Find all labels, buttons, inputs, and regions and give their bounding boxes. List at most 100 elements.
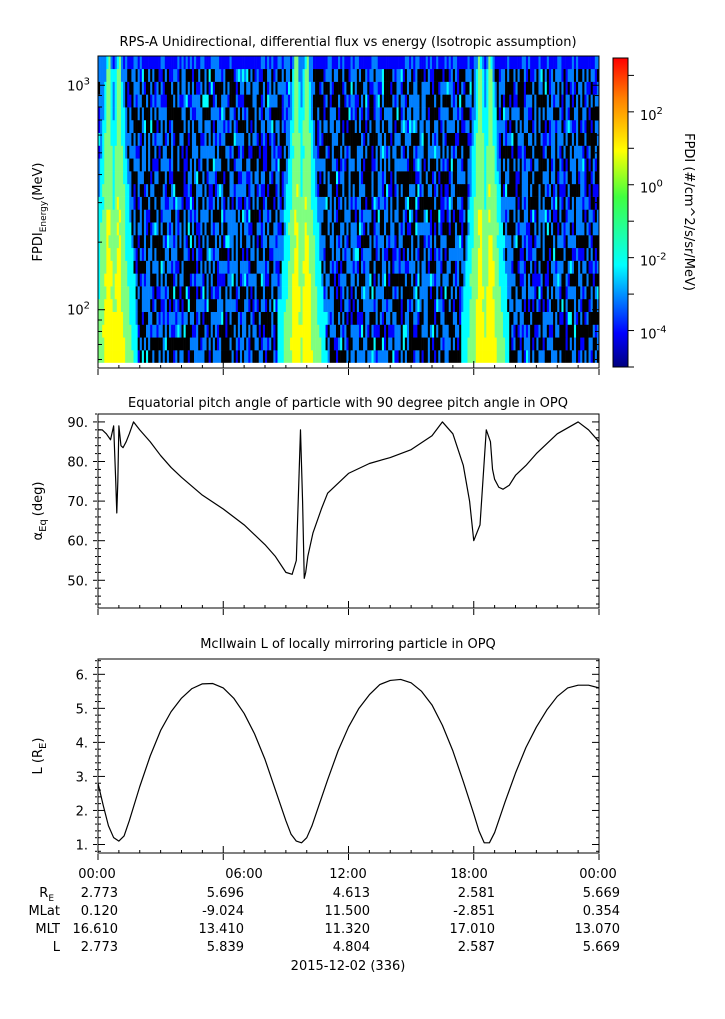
heatmap-cell bbox=[592, 286, 596, 300]
heatmap-cell bbox=[338, 234, 341, 249]
heatmap-cell bbox=[125, 145, 128, 159]
heatmap-cell bbox=[306, 107, 310, 121]
heatmap-cell bbox=[492, 94, 495, 108]
heatmap-cell bbox=[440, 196, 443, 210]
heatmap-cell bbox=[488, 247, 491, 261]
heatmap-cell bbox=[550, 298, 554, 312]
heatmap-cell bbox=[106, 350, 109, 364]
heatmap-cell bbox=[486, 94, 489, 108]
heatmap-cell bbox=[204, 119, 207, 133]
heatmap-cell bbox=[308, 107, 312, 121]
heatmap-cell bbox=[505, 222, 508, 236]
heatmap-cell bbox=[135, 273, 138, 287]
heatmap-cell bbox=[588, 132, 591, 146]
heatmap-cell bbox=[425, 350, 429, 364]
heatmap-cell bbox=[129, 286, 132, 300]
heatmap-cell bbox=[567, 145, 571, 159]
heatmap-cell bbox=[369, 234, 372, 249]
heatmap-cell bbox=[179, 260, 182, 274]
heatmap-cell bbox=[185, 222, 189, 236]
heatmap-cell bbox=[586, 324, 589, 338]
heatmap-cell bbox=[463, 350, 466, 364]
heatmap-cell bbox=[519, 158, 523, 172]
heatmap-cell bbox=[373, 132, 376, 146]
heatmap-cell bbox=[467, 171, 470, 185]
heatmap-cell bbox=[402, 132, 406, 146]
heatmap-cell bbox=[181, 234, 184, 249]
heatmap-cell bbox=[348, 158, 351, 172]
heatmap-cell bbox=[494, 298, 498, 312]
heatmap-cell bbox=[473, 260, 477, 274]
heatmap-cell bbox=[388, 222, 391, 236]
heatmap-cell bbox=[137, 145, 141, 159]
heatmap-cell bbox=[454, 273, 458, 287]
heatmap-cell bbox=[490, 286, 493, 300]
heatmap-cell bbox=[557, 337, 560, 351]
heatmap-cell bbox=[465, 337, 468, 351]
heatmap-cell bbox=[525, 145, 529, 159]
heatmap-cell bbox=[168, 311, 172, 325]
heatmap-cell bbox=[158, 247, 161, 261]
heatmap-cell bbox=[248, 350, 251, 364]
heatmap-cell bbox=[582, 234, 585, 249]
heatmap-cell bbox=[237, 273, 241, 287]
heatmap-cell bbox=[273, 311, 276, 325]
heatmap-cell bbox=[392, 337, 395, 351]
heatmap-cell bbox=[208, 298, 212, 312]
heatmap-cell bbox=[214, 260, 218, 274]
heatmap-cell bbox=[507, 196, 510, 210]
heatmap-cell bbox=[573, 209, 577, 223]
heatmap-cell bbox=[392, 298, 395, 312]
heatmap-cell bbox=[459, 324, 462, 338]
heatmap-cell bbox=[573, 311, 577, 325]
heatmap-cell bbox=[231, 234, 234, 249]
heatmap-cell bbox=[488, 107, 491, 121]
heatmap-cell bbox=[532, 298, 535, 312]
heatmap-cell bbox=[256, 119, 260, 133]
heatmap-cell bbox=[154, 286, 157, 300]
heatmap-cell bbox=[262, 209, 266, 223]
heatmap-cell bbox=[411, 145, 414, 159]
heatmap-cell bbox=[379, 247, 383, 261]
heatmap-cell bbox=[354, 273, 358, 287]
heatmap-cell bbox=[396, 260, 399, 274]
heatmap-cell bbox=[450, 298, 454, 312]
heatmap-cell bbox=[175, 324, 178, 338]
heatmap-cell bbox=[356, 324, 360, 338]
heatmap-cell bbox=[271, 183, 274, 197]
heatmap-cell bbox=[442, 132, 445, 146]
heatmap-cell bbox=[555, 273, 558, 287]
heatmap-cell bbox=[538, 209, 541, 223]
heatmap-cell bbox=[576, 311, 579, 325]
heatmap-cell bbox=[204, 311, 207, 325]
heatmap-cell bbox=[367, 298, 370, 312]
heatmap-cell bbox=[212, 94, 216, 108]
heatmap-cell bbox=[223, 222, 226, 236]
heatmap-cell bbox=[546, 286, 550, 300]
heatmap-cell bbox=[388, 209, 391, 223]
heatmap-cell bbox=[189, 311, 193, 325]
heatmap-cell bbox=[530, 337, 533, 351]
heatmap-cell bbox=[252, 337, 255, 351]
heatmap-cell bbox=[256, 132, 260, 146]
heatmap-cell bbox=[446, 286, 449, 300]
heatmap-cell bbox=[484, 209, 487, 223]
heatmap-cell bbox=[465, 119, 468, 133]
heatmap-cell bbox=[325, 183, 328, 197]
heatmap-cell bbox=[344, 209, 347, 223]
heatmap-cell bbox=[544, 158, 548, 172]
heatmap-cell bbox=[269, 145, 272, 159]
heatmap-cell bbox=[279, 196, 282, 210]
heatmap-cell bbox=[231, 286, 234, 300]
heatmap-cell bbox=[569, 171, 573, 185]
heatmap-cell bbox=[139, 311, 143, 325]
heatmap-cell bbox=[154, 324, 157, 338]
heatmap-cell bbox=[198, 132, 201, 146]
heatmap-cell bbox=[114, 273, 118, 287]
heatmap-cell bbox=[559, 171, 562, 185]
heatmap-cell bbox=[150, 286, 153, 300]
heatmap-cell bbox=[350, 324, 353, 338]
heatmap-cell bbox=[502, 107, 506, 121]
heatmap-cell bbox=[137, 196, 141, 210]
heatmap-cell bbox=[475, 311, 479, 325]
